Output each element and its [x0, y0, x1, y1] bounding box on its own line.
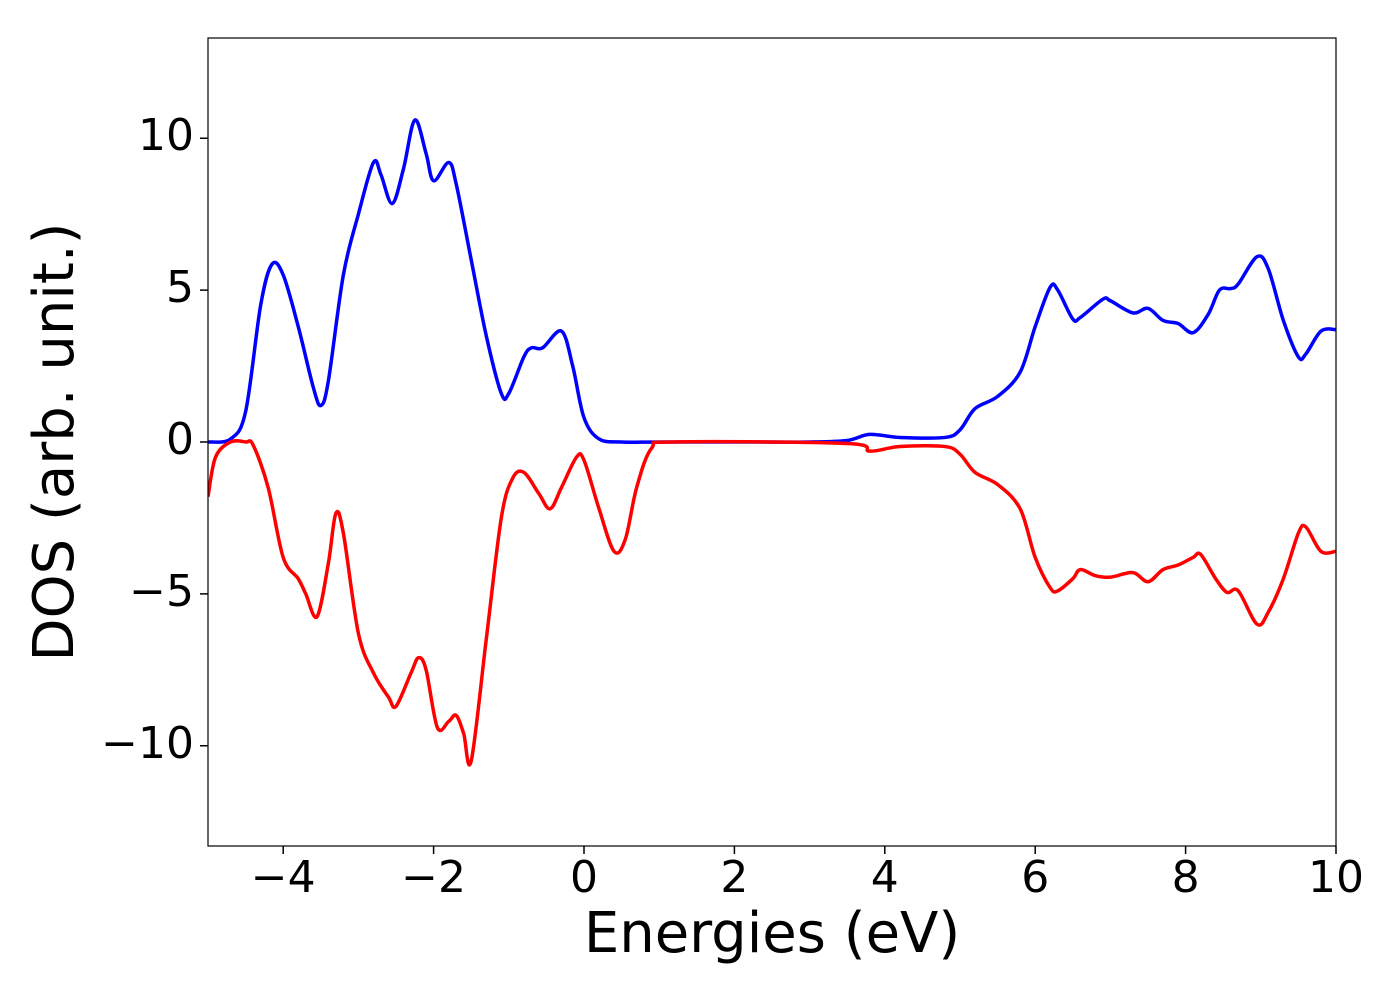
x-tick-label: −2 — [401, 852, 466, 903]
x-axis-label: Energies (eV) — [584, 901, 960, 966]
x-tick-label: −4 — [251, 852, 316, 903]
y-tick-label: −5 — [129, 566, 194, 617]
x-tick-label: 2 — [720, 852, 748, 903]
plot-frame — [207, 37, 1337, 847]
y-tick-label: 0 — [166, 414, 194, 465]
y-tick-label: −10 — [101, 718, 194, 769]
line-series — [208, 118, 1336, 444]
line-series — [208, 439, 1336, 767]
x-tick-label: 10 — [1308, 852, 1364, 903]
y-axis-label: DOS (arb. unit.) — [22, 222, 87, 661]
x-tick-label: 0 — [570, 852, 598, 903]
x-tick-label: 6 — [1021, 852, 1049, 903]
y-tick-label: 10 — [138, 110, 194, 161]
x-tick-label: 8 — [1172, 852, 1200, 903]
y-tick-label: 5 — [166, 262, 194, 313]
x-tick-label: 4 — [871, 852, 899, 903]
